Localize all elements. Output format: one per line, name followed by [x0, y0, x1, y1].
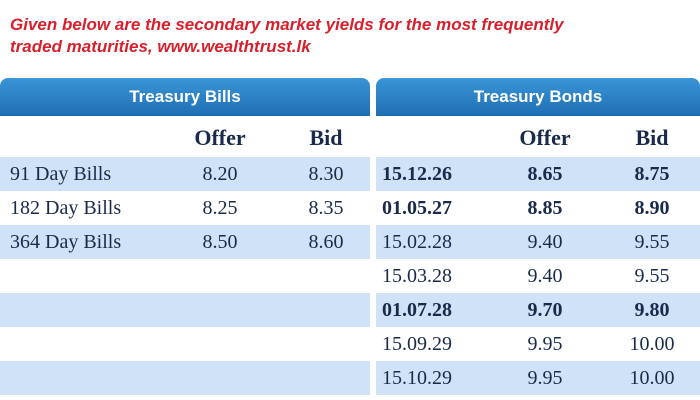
bond-offer: 9.40: [527, 231, 563, 253]
bond-maturity: 15.12.26: [382, 163, 452, 185]
caption: Given below are the secondary market yie…: [10, 14, 690, 58]
bond-offer: 9.70: [527, 299, 563, 321]
bill-offer: 8.25: [202, 197, 238, 219]
table-row: 364 Day Bills 8.50 8.60 15.02.28 9.40 9.55: [0, 225, 700, 259]
caption-line-1: Given below are the secondary market yie…: [10, 15, 564, 34]
table-row: 15.09.29 9.95 10.00: [0, 327, 700, 361]
bill-offer: 8.20: [202, 163, 238, 185]
bond-maturity: 15.09.29: [382, 333, 452, 355]
table-row: 01.07.28 9.70 9.80: [0, 293, 700, 327]
table-row: 91 Day Bills 8.20 8.30 15.12.26 8.65 8.75: [0, 157, 700, 191]
bonds-bid-header: Bid: [635, 125, 669, 150]
bond-maturity: 01.07.28: [382, 299, 452, 321]
bill-label: 91 Day Bills: [10, 163, 112, 185]
table-row: 182 Day Bills 8.25 8.35 01.05.27 8.85 8.90: [0, 191, 700, 225]
table-row: 15.10.29 9.95 10.00: [0, 361, 700, 395]
treasury-bonds-header: Treasury Bonds: [376, 78, 700, 116]
bill-bid: 8.30: [308, 163, 344, 185]
bill-bid: 8.35: [308, 197, 344, 219]
bond-maturity: 15.02.28: [382, 231, 452, 253]
bond-bid: 10.00: [629, 333, 675, 355]
caption-line-2: traded maturities, www.wealthtrust.lk: [10, 37, 311, 56]
bond-offer: 8.85: [527, 197, 563, 219]
bill-bid: 8.60: [308, 231, 344, 253]
bond-bid: 9.55: [634, 265, 670, 287]
bond-bid: 9.80: [634, 299, 670, 321]
bond-maturity: 15.10.29: [382, 367, 452, 389]
bonds-offer-header: Offer: [519, 125, 571, 150]
bond-bid: 8.75: [634, 163, 670, 185]
section-divider: [370, 116, 376, 400]
bill-label: 364 Day Bills: [10, 231, 122, 253]
bond-offer: 9.95: [527, 333, 563, 355]
table-row: 15.03.28 9.40 9.55: [0, 259, 700, 293]
bill-offer: 8.50: [202, 231, 238, 253]
bond-bid: 10.00: [629, 367, 675, 389]
treasury-bills-header: Treasury Bills: [0, 78, 370, 116]
bond-offer: 9.95: [527, 367, 563, 389]
bills-offer-header: Offer: [194, 125, 246, 150]
bond-maturity: 15.03.28: [382, 265, 452, 287]
bond-offer: 8.65: [527, 163, 563, 185]
bills-bid-header: Bid: [309, 125, 343, 150]
bond-maturity: 01.05.27: [382, 197, 452, 219]
bond-offer: 9.40: [527, 265, 563, 287]
bond-bid: 9.55: [634, 231, 670, 253]
bond-bid: 8.90: [634, 197, 670, 219]
bill-label: 182 Day Bills: [10, 197, 122, 219]
